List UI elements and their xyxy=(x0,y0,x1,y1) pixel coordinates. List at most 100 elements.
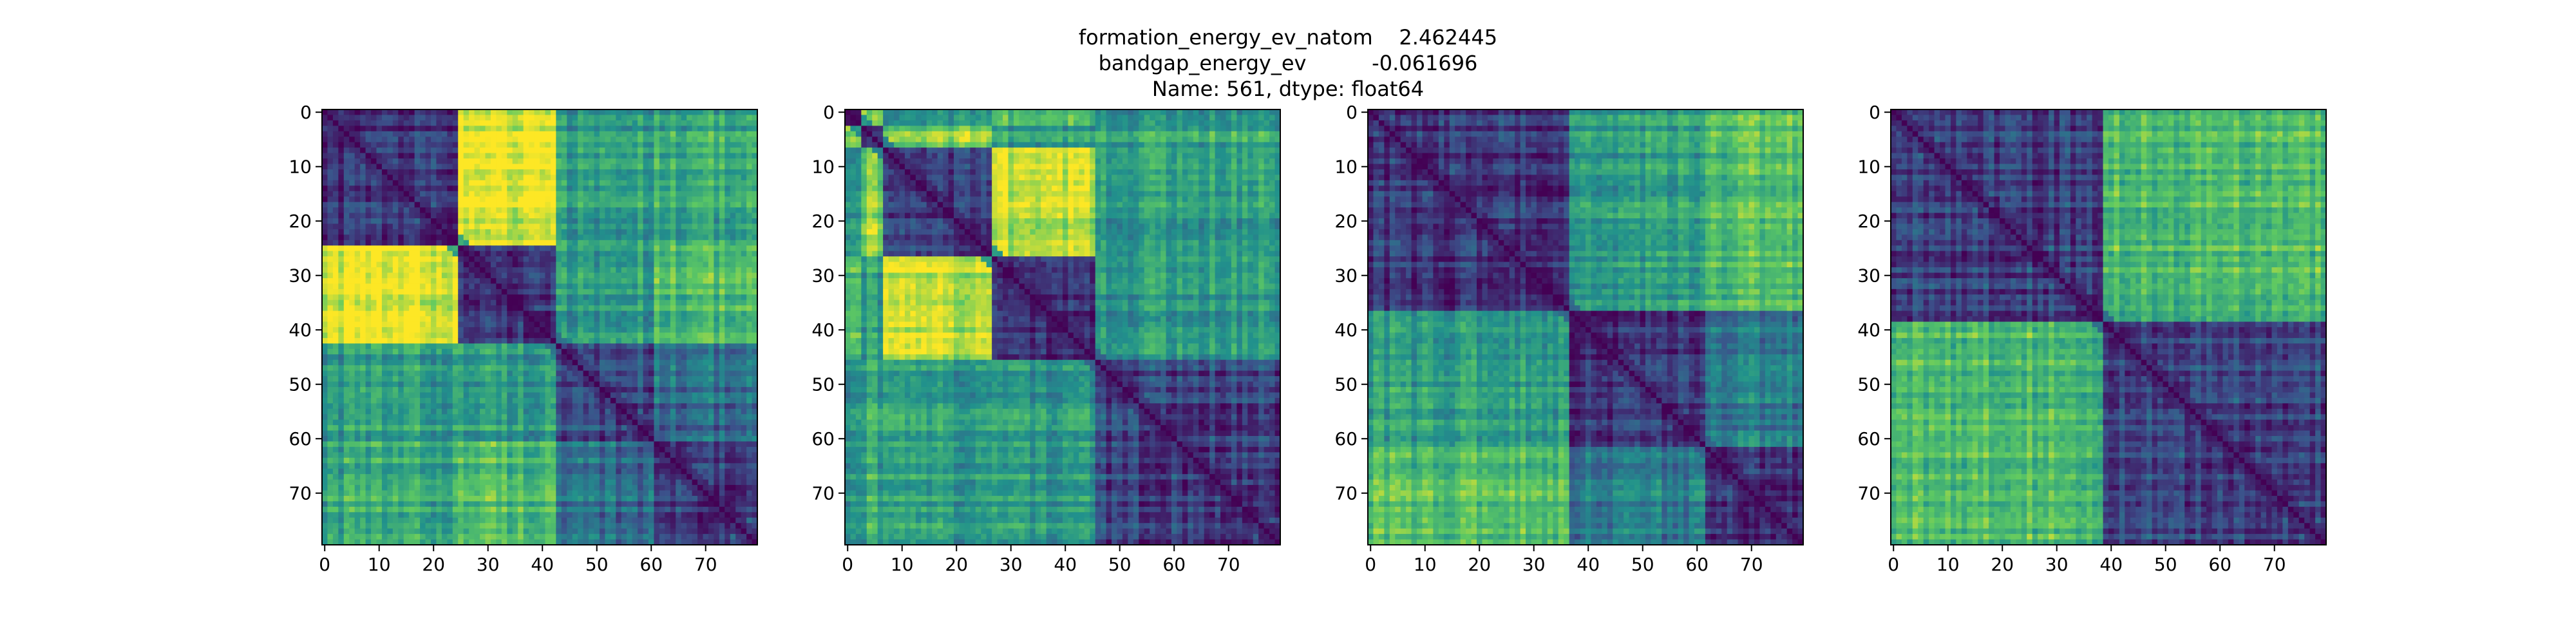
heatmap-cell xyxy=(355,283,361,289)
heatmap-cell xyxy=(513,458,518,464)
heatmap-cell xyxy=(447,409,453,415)
heatmap-cell xyxy=(431,169,437,175)
heatmap-cell xyxy=(719,223,725,229)
heatmap-cell xyxy=(556,196,562,202)
heatmap-cell xyxy=(486,229,491,235)
heatmap-cell xyxy=(393,229,399,235)
heatmap-cell xyxy=(415,529,421,535)
heatmap-cell xyxy=(649,322,654,328)
heatmap-cell xyxy=(344,398,350,404)
heatmap-cell xyxy=(583,164,589,170)
heatmap-cell xyxy=(426,218,431,224)
heatmap-cell xyxy=(409,223,415,229)
heatmap-cell xyxy=(600,245,605,251)
heatmap-cell xyxy=(453,469,459,475)
heatmap-cell xyxy=(404,409,410,415)
heatmap-cell xyxy=(649,273,654,279)
heatmap-cell xyxy=(453,409,459,415)
heatmap-cell xyxy=(687,109,692,115)
heatmap-cell xyxy=(360,267,366,273)
heatmap-cell xyxy=(453,349,459,355)
heatmap-cell xyxy=(524,289,529,295)
heatmap-cell xyxy=(387,175,393,180)
heatmap-cell xyxy=(426,191,431,197)
heatmap-cell xyxy=(355,398,361,404)
heatmap-cell xyxy=(730,207,736,213)
heatmap-cell xyxy=(338,207,344,213)
heatmap-cell xyxy=(415,463,421,469)
heatmap-cell xyxy=(355,507,361,513)
heatmap-cell xyxy=(387,409,393,415)
heatmap-cell xyxy=(469,300,475,306)
heatmap-cell xyxy=(632,300,638,306)
heatmap-cell xyxy=(420,523,426,529)
heatmap-cell xyxy=(583,109,589,115)
heatmap-cell xyxy=(415,300,421,306)
heatmap-cell xyxy=(447,202,453,208)
heatmap-cell xyxy=(409,267,415,273)
heatmap-cell xyxy=(687,251,692,257)
heatmap-cell xyxy=(431,137,437,142)
heatmap-cell xyxy=(404,202,410,208)
heatmap-cell xyxy=(382,414,388,420)
heatmap-cell xyxy=(447,256,453,262)
heatmap-cell xyxy=(643,240,649,246)
heatmap-cell xyxy=(649,267,654,273)
heatmap-cell xyxy=(469,147,475,153)
heatmap-cell xyxy=(333,529,339,535)
heatmap-cell xyxy=(387,485,393,491)
heatmap-cell xyxy=(415,142,421,148)
heatmap-cell xyxy=(480,349,486,355)
heatmap-cell xyxy=(338,240,344,246)
heatmap-cell xyxy=(431,223,437,229)
heatmap-cell xyxy=(349,441,355,447)
heatmap-cell xyxy=(442,126,448,131)
heatmap-cell xyxy=(583,262,589,268)
heatmap-cell xyxy=(366,431,372,437)
heatmap-cell xyxy=(735,175,741,180)
heatmap-cell xyxy=(431,458,437,464)
heatmap-cell xyxy=(366,491,372,497)
heatmap-cell xyxy=(605,283,611,289)
heatmap-cell xyxy=(382,365,388,371)
heatmap-cell xyxy=(703,245,709,251)
heatmap-cell xyxy=(746,251,752,257)
heatmap-cell xyxy=(627,175,632,180)
heatmap-cell xyxy=(502,507,507,513)
heatmap-cell xyxy=(322,414,328,420)
heatmap-cell xyxy=(529,327,535,333)
heatmap-cell xyxy=(426,398,431,404)
heatmap-cell xyxy=(453,109,459,115)
heatmap-cell xyxy=(382,354,388,360)
heatmap-cell xyxy=(398,262,404,268)
heatmap-cell xyxy=(616,322,621,328)
heatmap-cell xyxy=(724,283,730,289)
heatmap-cell xyxy=(355,273,361,279)
heatmap-cell xyxy=(621,283,627,289)
heatmap-cell xyxy=(556,202,562,208)
heatmap-cell xyxy=(338,278,344,284)
heatmap-cell xyxy=(420,147,426,153)
heatmap-cell xyxy=(540,202,545,208)
heatmap-cell xyxy=(724,126,730,131)
heatmap-cell xyxy=(464,382,469,388)
heatmap-cell xyxy=(442,153,448,159)
heatmap-cell xyxy=(338,480,344,486)
heatmap-cell xyxy=(431,256,437,262)
heatmap-cell xyxy=(426,431,431,437)
heatmap-cell xyxy=(382,316,388,322)
heatmap-cell xyxy=(687,229,692,235)
heatmap-cell xyxy=(431,300,437,306)
heatmap-cell xyxy=(627,153,632,159)
heatmap-cell xyxy=(447,300,453,306)
heatmap-cell xyxy=(551,376,556,382)
heatmap-cell xyxy=(638,147,643,153)
heatmap-cell xyxy=(322,474,328,480)
heatmap-cell xyxy=(442,447,448,453)
heatmap-cell xyxy=(327,229,333,235)
heatmap-cell xyxy=(551,180,556,186)
heatmap-cell xyxy=(387,164,393,170)
heatmap-cell xyxy=(322,518,328,524)
heatmap-cell xyxy=(333,474,339,480)
heatmap-cell xyxy=(518,491,524,497)
